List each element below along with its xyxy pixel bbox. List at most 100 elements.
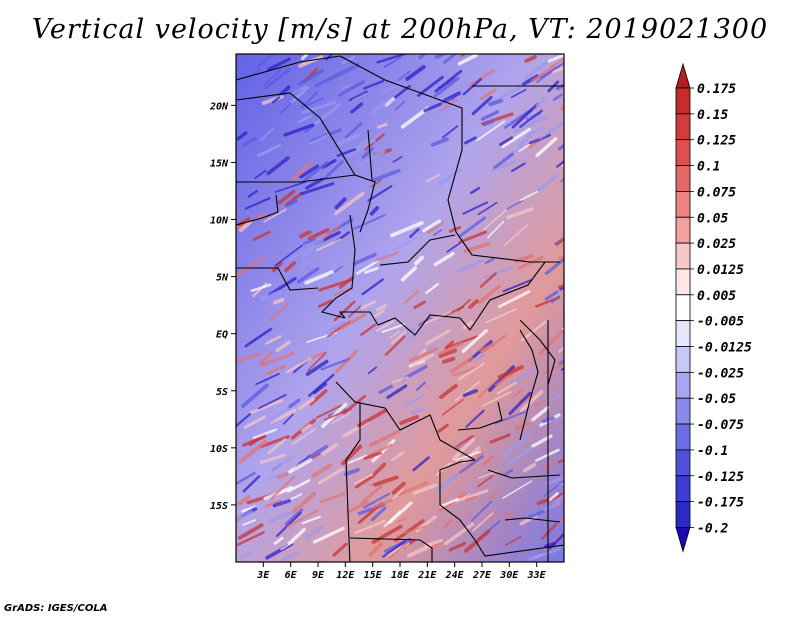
- velocity-streak: [265, 364, 287, 376]
- velocity-streak: [383, 55, 403, 69]
- velocity-streak: [505, 535, 522, 546]
- velocity-streak: [297, 267, 320, 284]
- velocity-streak: [247, 189, 259, 198]
- velocity-streak: [264, 67, 292, 90]
- velocity-streak: [438, 341, 464, 356]
- lat-label: EQ: [216, 330, 228, 341]
- velocity-streak: [360, 484, 383, 504]
- velocity-streak: [443, 519, 453, 529]
- colorbar-segment: [675, 501, 691, 528]
- velocity-streak: [560, 367, 564, 371]
- colorbar-label: -0.125: [697, 470, 744, 485]
- colorbar: 0.175 0.15 0.125 0.1 0.075 0.05 0.025 0.0125 0.0…: [675, 62, 752, 553]
- velocity-streak: [301, 101, 336, 114]
- velocity-streak: [267, 438, 287, 455]
- velocity-streak: [441, 356, 456, 364]
- velocity-streak: [423, 102, 442, 113]
- velocity-streak: [427, 107, 443, 119]
- velocity-streak: [348, 454, 368, 464]
- velocity-streak: [427, 342, 438, 351]
- velocity-streak: [328, 270, 343, 281]
- velocity-streak: [477, 475, 493, 488]
- velocity-streak: [454, 381, 481, 402]
- velocity-streak: [348, 208, 360, 216]
- velocity-streak: [555, 237, 564, 246]
- velocity-streak: [557, 143, 564, 151]
- velocity-streak: [552, 93, 563, 101]
- velocity-streak: [312, 526, 345, 544]
- velocity-streak: [333, 300, 356, 322]
- velocity-streak: [354, 476, 372, 489]
- velocity-streak: [307, 227, 330, 241]
- colorbar-segment: [675, 242, 691, 270]
- lat-label: 20N: [209, 101, 229, 112]
- velocity-streak: [421, 125, 436, 138]
- velocity-streak: [527, 547, 561, 561]
- velocity-streak: [370, 179, 382, 188]
- velocity-streak: [397, 481, 429, 496]
- velocity-streak: [510, 88, 527, 99]
- lon-label: 21E: [417, 570, 437, 581]
- velocity-streak: [386, 384, 408, 400]
- velocity-streak: [438, 348, 458, 358]
- velocity-streak: [494, 410, 526, 425]
- velocity-streak: [363, 79, 385, 90]
- velocity-streak: [527, 509, 545, 519]
- velocity-streak: [558, 458, 564, 464]
- velocity-streak: [533, 399, 548, 407]
- velocity-streak: [544, 257, 564, 275]
- velocity-streak: [285, 199, 298, 207]
- velocity-streak: [320, 358, 350, 371]
- velocity-streak: [242, 475, 261, 493]
- velocity-streak: [332, 542, 348, 557]
- velocity-streak: [455, 489, 489, 503]
- velocity-streak: [468, 299, 479, 309]
- velocity-streak: [397, 517, 407, 523]
- velocity-streak: [474, 353, 486, 363]
- velocity-streak: [441, 398, 464, 416]
- velocity-streak: [391, 488, 404, 501]
- velocity-streak: [461, 329, 488, 353]
- velocity-streak: [331, 411, 352, 424]
- velocity-streak: [260, 127, 274, 141]
- velocity-streak: [556, 160, 564, 168]
- velocity-streak: [511, 103, 539, 129]
- velocity-streak: [280, 551, 299, 562]
- velocity-streak: [321, 443, 338, 456]
- velocity-streak: [559, 286, 564, 291]
- velocity-streak: [438, 167, 462, 186]
- velocity-streak: [236, 413, 252, 428]
- velocity-streak: [538, 121, 564, 140]
- velocity-streak: [363, 266, 379, 274]
- colorbar-label: -0.0125: [697, 341, 752, 356]
- velocity-streak: [370, 506, 387, 522]
- velocity-streak: [394, 100, 406, 111]
- velocity-streak: [456, 258, 485, 273]
- velocity-streak: [415, 381, 427, 391]
- velocity-streak: [290, 161, 313, 182]
- velocity-streak: [288, 458, 313, 474]
- velocity-streak: [261, 351, 295, 367]
- velocity-streak: [327, 63, 360, 81]
- velocity-streak: [321, 158, 337, 169]
- velocity-streak: [501, 127, 532, 149]
- velocity-streak: [236, 510, 254, 520]
- velocity-streak: [439, 383, 458, 399]
- velocity-streak: [273, 536, 284, 545]
- velocity-streak: [543, 479, 564, 497]
- longitude-axis: 3E 6E 9E 12E 15E 18E 21E 24E 27E 30E 33E: [256, 562, 547, 581]
- colorbar-bottom-arrow: [675, 527, 691, 553]
- lon-label: 30E: [499, 570, 519, 581]
- velocity-streak: [410, 353, 435, 367]
- velocity-streak: [405, 65, 426, 81]
- velocity-streak: [370, 462, 387, 479]
- velocity-streak: [535, 97, 546, 108]
- velocity-streak: [343, 467, 360, 477]
- velocity-streak: [499, 136, 514, 146]
- velocity-streak: [325, 320, 346, 334]
- velocity-streak: [321, 224, 341, 240]
- velocity-streak: [363, 492, 390, 509]
- velocity-streak: [470, 186, 481, 195]
- velocity-streak: [257, 143, 282, 158]
